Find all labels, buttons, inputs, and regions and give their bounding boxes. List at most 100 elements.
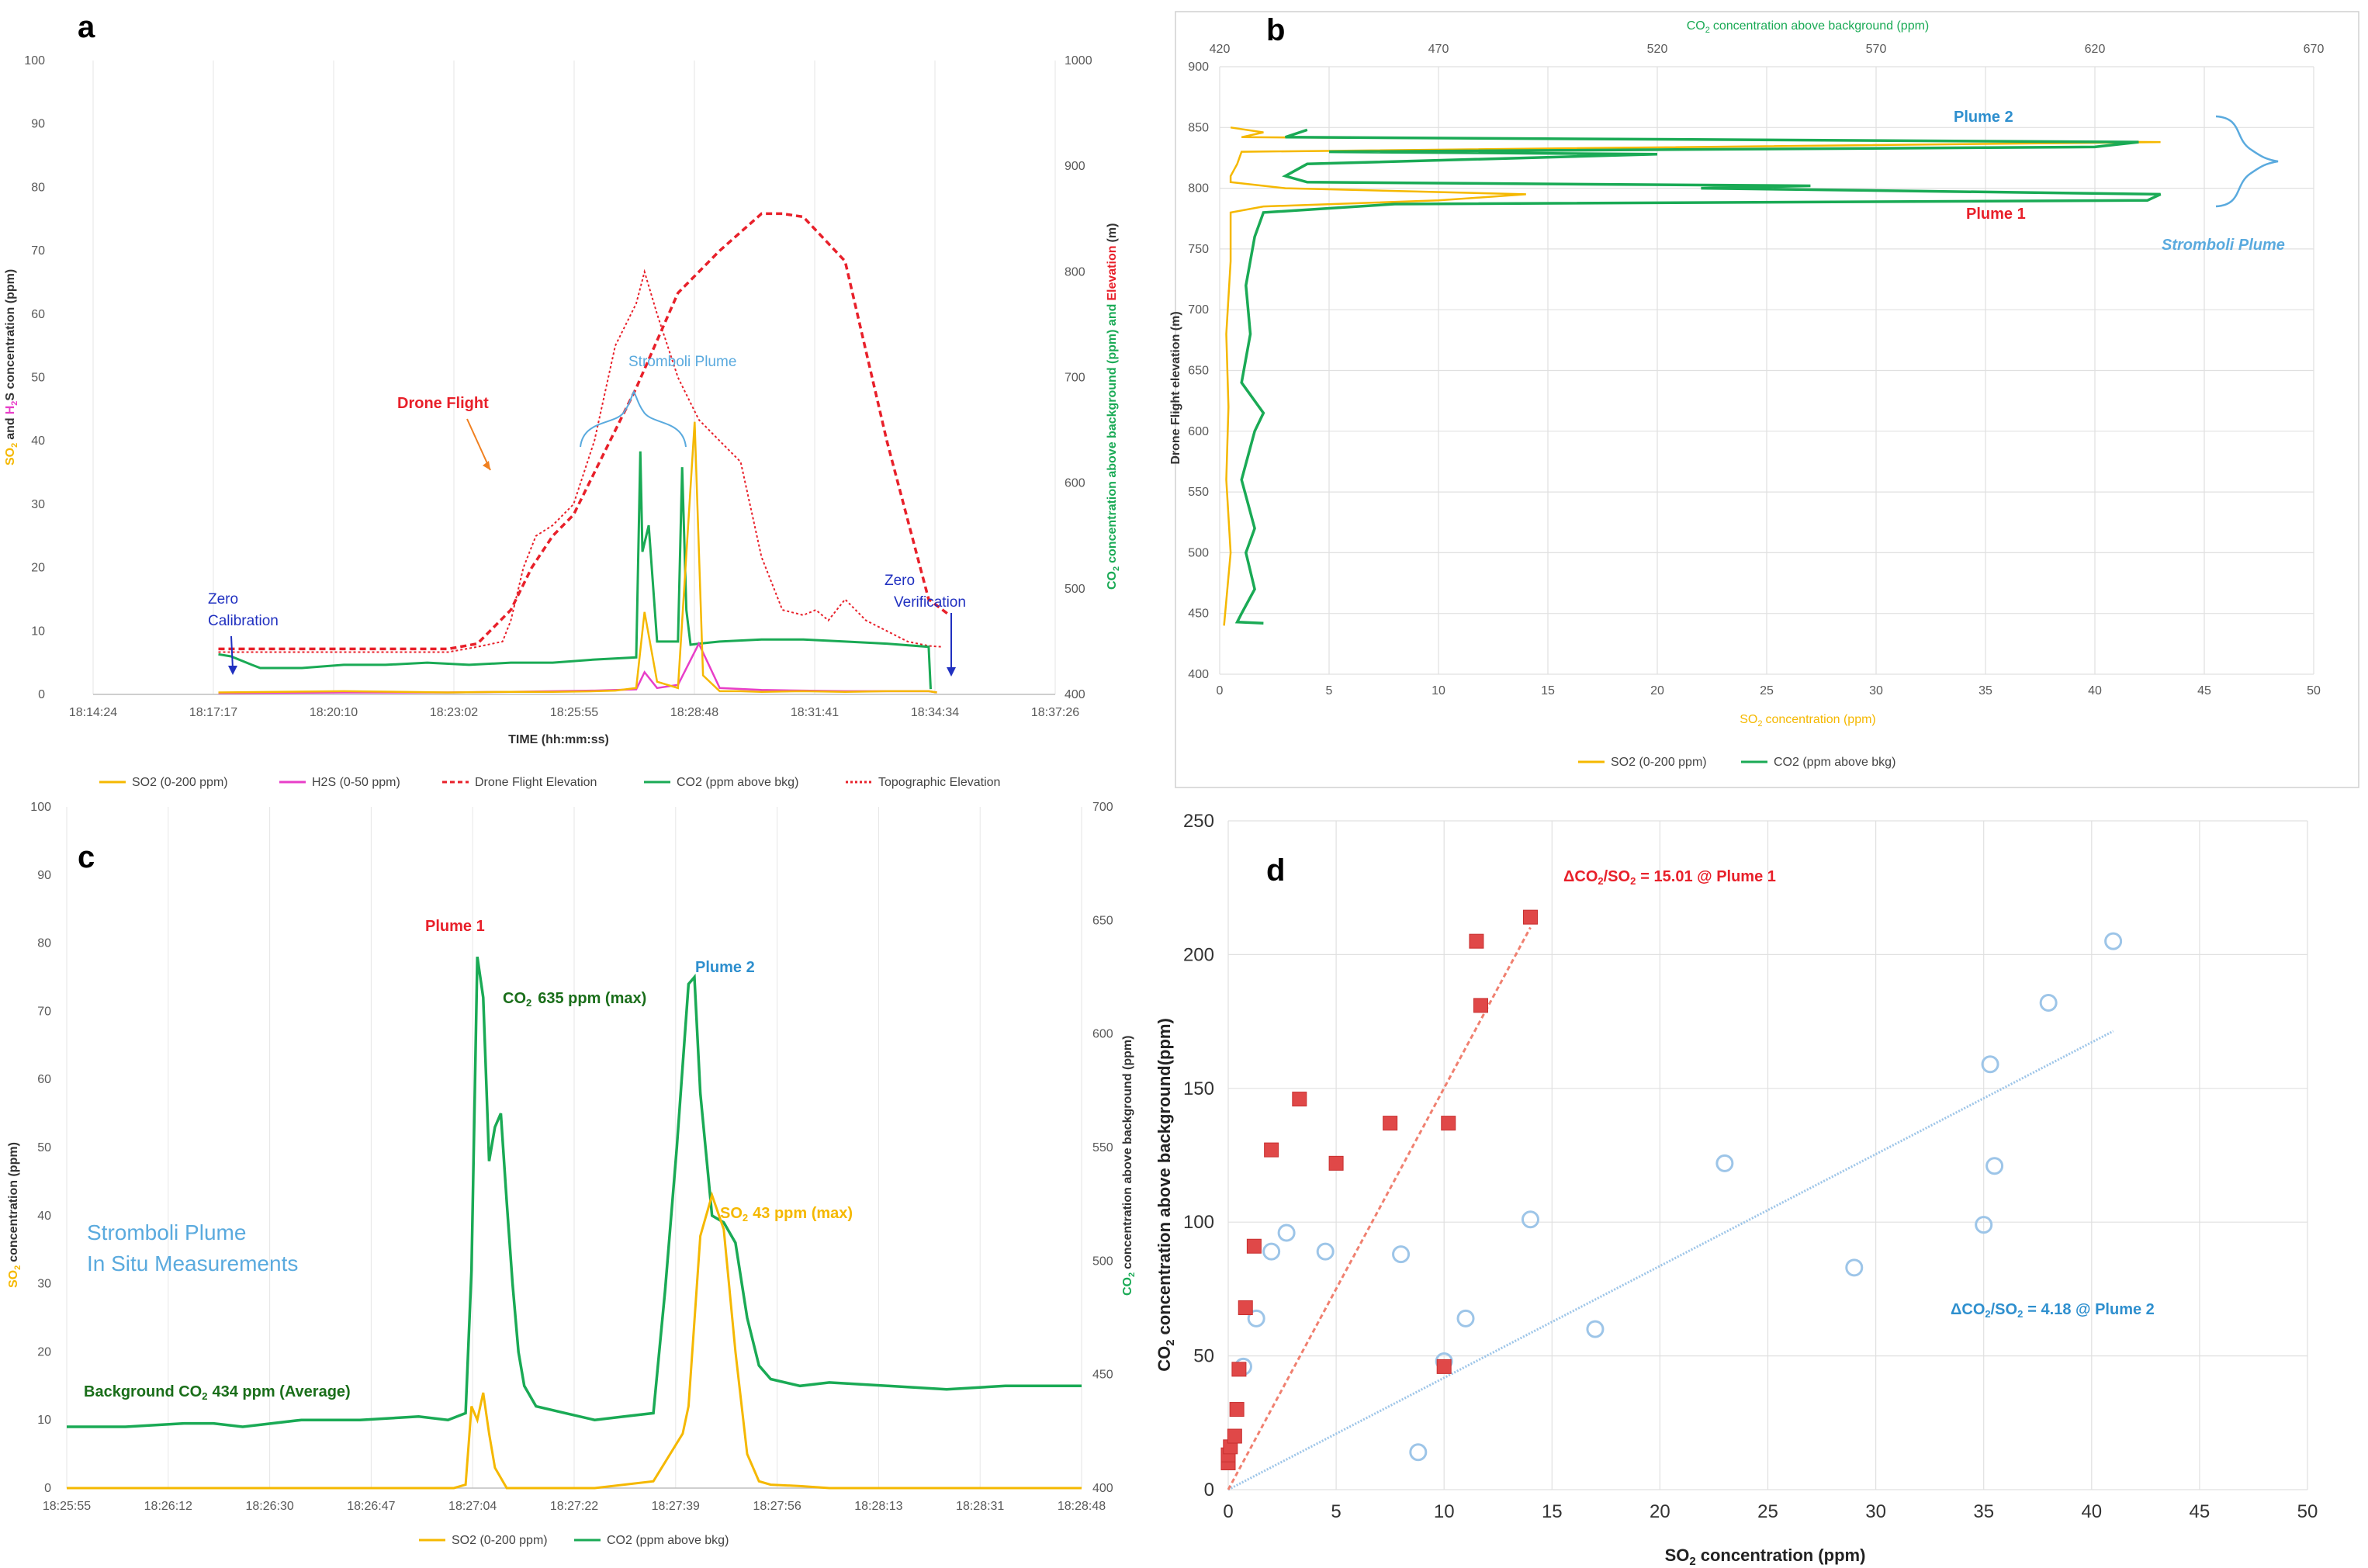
panel-a: a 18:14:24 18:17:17 18:20:10 18:23:02 18:25:… xyxy=(4,10,1121,789)
b-xbtick: 45 xyxy=(2197,684,2211,697)
ann-fit-red: ΔCO2/SO2 = 15.01 @ Plume 1 xyxy=(1563,868,1776,887)
panel-c-legend: SO2 (0-200 ppm) CO2 (ppm above bkg) xyxy=(419,1534,729,1547)
c-yltick: 100 xyxy=(30,801,51,814)
b-ytick: 850 xyxy=(1188,121,1209,134)
panel-c: c 18:25:55 18:26:12 18:26:30 18:26:47 18:27:… xyxy=(7,801,1137,1547)
c-xtick: 18:26:12 xyxy=(144,1500,192,1513)
a-xtick: 18:31:41 xyxy=(791,706,839,719)
d-xtick: 15 xyxy=(1542,1501,1563,1522)
a-yltick: 80 xyxy=(31,181,45,194)
a-legend-item-label: Topographic Elevation xyxy=(878,776,1000,789)
a-yltick: 40 xyxy=(31,434,45,448)
c-yltick: 60 xyxy=(37,1073,51,1086)
d-point-plume2 xyxy=(1586,1320,1605,1338)
ann-stromboli-c-1: Stromboli Plume xyxy=(87,1220,246,1244)
d-point-plume1 xyxy=(1522,909,1538,925)
a-series-topographic xyxy=(218,268,942,653)
a-yrtick: 700 xyxy=(1065,372,1085,385)
c-xtick: 18:28:48 xyxy=(1058,1500,1106,1513)
ann-plume1-b: Plume 1 xyxy=(1966,206,2026,223)
c-so2max-sub: 2 xyxy=(743,1212,748,1224)
panel-d-label: d xyxy=(1266,853,1285,888)
b-series-so2 xyxy=(1223,126,2161,626)
c-bg-rest: 434 ppm (Average) xyxy=(212,1383,350,1400)
b-legend-item-label: CO2 (ppm above bkg) xyxy=(1774,756,1895,769)
d-point-plume1 xyxy=(1473,998,1488,1013)
ann-drone-arrowhead xyxy=(483,461,490,470)
panel-d: d 0 50 100 150 200 250 0 5 10 15 20 25 30 35 40 45 50 SO… xyxy=(1155,811,2318,1568)
c-yltick: 90 xyxy=(37,869,51,882)
d-ytick: 50 xyxy=(1193,1346,1214,1367)
c-yl-so: SO xyxy=(7,1270,20,1288)
ann-stromboli-b: Stromboli Plume xyxy=(2162,237,2285,254)
d-point-plume2 xyxy=(1392,1245,1411,1264)
b-xttick: 620 xyxy=(2085,43,2106,56)
c-yltick: 0 xyxy=(44,1482,51,1495)
d-ytick: 150 xyxy=(1183,1078,1214,1099)
panel-a-ylabel-right: CO2 concentration above background (ppm) … xyxy=(1106,223,1121,590)
c-yrtick: 500 xyxy=(1092,1255,1113,1268)
b-xttick: 470 xyxy=(1428,43,1449,56)
ann-fit-blue: ΔCO2/SO2 = 4.18 @ Plume 2 xyxy=(1951,1301,2155,1320)
ann-plume2-c: Plume 2 xyxy=(695,959,755,976)
a-yl-sub2: 2 xyxy=(10,401,19,406)
d-yl-co: CO xyxy=(1155,1346,1174,1372)
d-blue-sub1: 2 xyxy=(1985,1308,1990,1320)
b-xbtick: 10 xyxy=(1432,684,1445,697)
b-xttick: 670 xyxy=(2304,43,2325,56)
a-yltick: 70 xyxy=(31,244,45,258)
a-legend-item-label: H2S (0-50 ppm) xyxy=(312,776,400,789)
a-yl-rest: S concentration (ppm) xyxy=(4,269,17,401)
a-yltick: 30 xyxy=(31,498,45,511)
a-yltick: 100 xyxy=(24,54,45,67)
b-xb-rest: concentration (ppm) xyxy=(1765,713,1875,726)
c-xtick: 18:27:39 xyxy=(652,1500,700,1513)
a-xtick: 18:34:34 xyxy=(911,706,959,719)
c-yrtick: 400 xyxy=(1092,1482,1113,1495)
ann-stromboli-c-2: In Situ Measurements xyxy=(87,1251,298,1276)
b-xt-co: CO xyxy=(1687,19,1705,33)
a-series-drone xyxy=(218,212,950,651)
panel-c-label: c xyxy=(78,840,95,874)
c-series-co2 xyxy=(67,956,1082,1428)
d-point-plume1 xyxy=(1441,1116,1456,1131)
d-point-plume1 xyxy=(1231,1362,1247,1377)
d-xtick: 40 xyxy=(2081,1501,2102,1522)
panel-b-xlabel-top: CO2 concentration above background (ppm) xyxy=(1687,19,1930,35)
c-xtick: 18:27:56 xyxy=(753,1500,801,1513)
d-xtick: 5 xyxy=(1331,1501,1341,1522)
a-xtick: 18:14:24 xyxy=(69,706,117,719)
ann-so2max: SO2 43 ppm (max) xyxy=(720,1205,853,1224)
d-yl-rest: concentration above background(ppm) xyxy=(1155,1018,1174,1334)
a-legend-item-label: CO2 (ppm above bkg) xyxy=(677,776,798,789)
d-red-c: = 15.01 @ Plume 1 xyxy=(1640,868,1776,885)
d-point-plume2 xyxy=(1985,1157,2004,1175)
a-yl-h: H xyxy=(4,406,17,415)
c-yltick: 70 xyxy=(37,1005,51,1018)
a-yrtick: 500 xyxy=(1065,583,1085,596)
d-xtick: 35 xyxy=(1973,1501,1994,1522)
ann-drone-flight: Drone Flight xyxy=(397,395,489,412)
d-yl-sub: 2 xyxy=(1164,1339,1177,1345)
d-red-a: ΔCO xyxy=(1563,868,1598,885)
c-yrtick: 650 xyxy=(1092,914,1113,927)
ann-zero-ver-2: Verification xyxy=(894,594,966,611)
a-yrtick: 400 xyxy=(1065,688,1085,701)
a-xtick: 18:20:10 xyxy=(310,706,358,719)
c-yltick: 30 xyxy=(37,1278,51,1291)
a-yr-elev: Elevation xyxy=(1106,245,1119,300)
ann-co2max: CO2 635 ppm (max) xyxy=(503,990,646,1009)
c-yl-sub: 2 xyxy=(13,1265,23,1270)
c-yltick: 20 xyxy=(37,1345,51,1359)
b-xb-sub: 2 xyxy=(1757,719,1762,729)
d-point-plume1 xyxy=(1238,1300,1253,1316)
b-xbtick: 30 xyxy=(1869,684,1883,697)
panel-d-xlabel: SO2 concentration (ppm) xyxy=(1665,1546,1866,1568)
c-xtick: 18:25:55 xyxy=(43,1500,91,1513)
d-point-plume2 xyxy=(1975,1216,1993,1234)
b-ytick: 750 xyxy=(1188,243,1209,256)
d-point-plume1 xyxy=(1292,1092,1307,1107)
b-ytick: 650 xyxy=(1188,365,1209,378)
ann-zero-cal-arrowhead xyxy=(228,666,237,675)
b-xbtick: 40 xyxy=(2088,684,2102,697)
